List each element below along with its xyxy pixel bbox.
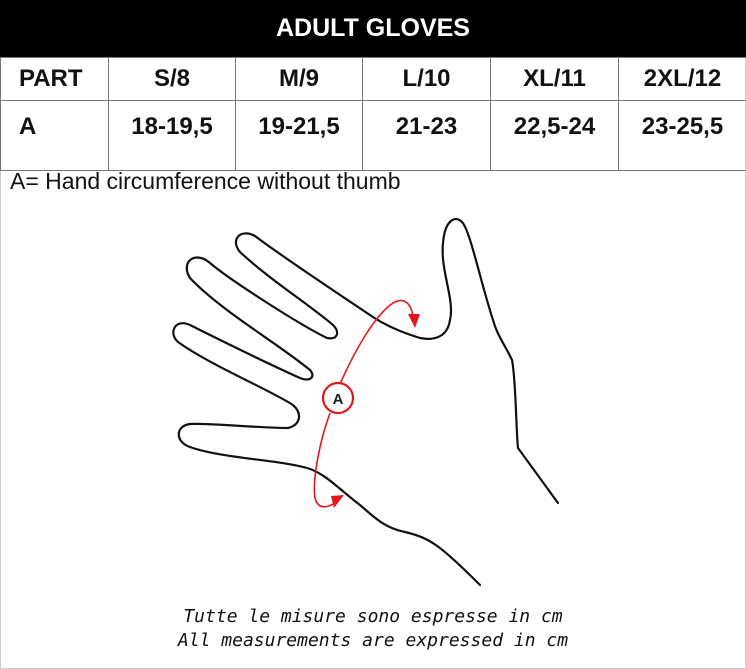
table-cell: 19-21,5 xyxy=(235,100,363,171)
footnote-italian: Tutte le misure sono espresse in cm xyxy=(183,606,563,627)
marker-label: A xyxy=(333,391,344,408)
footnote-english: All measurements are expressed in cm xyxy=(177,630,569,651)
measurement-arc-bottom xyxy=(313,412,337,508)
column-header: S/8 xyxy=(108,57,236,101)
column-header: PART xyxy=(0,57,109,101)
measurement-arc-top xyxy=(339,299,414,385)
table-cell: 18-19,5 xyxy=(108,100,236,171)
page-title: ADULT GLOVES xyxy=(0,0,746,57)
hand-outline xyxy=(172,218,560,587)
table-row: A 18-19,5 19-21,5 21-23 22,5-24 23-25,5 xyxy=(0,100,746,171)
column-header: XL/11 xyxy=(490,57,619,101)
size-table: PART S/8 M/9 L/10 XL/11 2XL/12 A 18-19,5… xyxy=(0,57,746,171)
arrow-head-top xyxy=(408,314,420,328)
marker-circle xyxy=(321,381,355,415)
table-cell: 22,5-24 xyxy=(490,100,619,171)
table-cell: A xyxy=(0,100,109,171)
arrow-head-bottom xyxy=(331,495,344,508)
table-cell: 23-25,5 xyxy=(618,100,746,171)
measurement-legend: A= Hand circumference without thumb xyxy=(10,168,401,194)
table-cell: 21-23 xyxy=(362,100,491,171)
